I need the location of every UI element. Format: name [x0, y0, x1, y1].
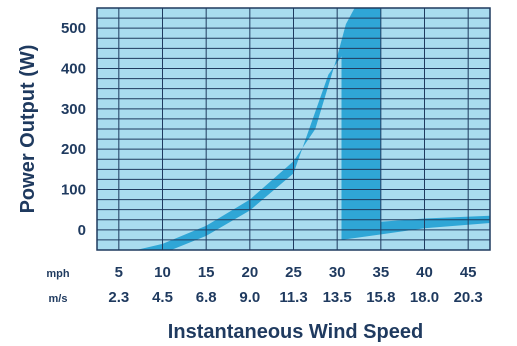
x-tick-label-ms: 18.0	[410, 289, 439, 306]
x-tick-label-ms: 20.3	[454, 289, 483, 306]
x-unit-mph: mph	[46, 268, 70, 280]
y-tick-label: 0	[78, 222, 86, 239]
y-tick-label: 400	[61, 61, 86, 78]
y-tick-labels: 0 100 200 300 400 500	[61, 20, 86, 239]
x-tick-label-ms: 2.3	[108, 289, 129, 306]
x-tick-label-ms: 6.8	[196, 289, 217, 306]
x-tick-label-ms: 9.0	[239, 289, 260, 306]
y-tick-label: 500	[61, 20, 86, 37]
x-tick-label-ms: 13.5	[323, 289, 352, 306]
x-tick-label-mph: 20	[241, 264, 258, 281]
x-axis-title: Instantaneous Wind Speed	[168, 321, 423, 343]
x-tick-label-ms: 15.8	[366, 289, 395, 306]
x-tick-label-mph: 10	[154, 264, 171, 281]
x-tick-label-mph: 25	[285, 264, 302, 281]
x-tick-label-mph: 15	[198, 264, 215, 281]
x-tick-label-mph: 35	[372, 264, 389, 281]
plot-border	[96, 7, 491, 251]
x-tick-labels: 5 10 15 20 25 30 35 40 45 2.3 4.5 6.8 9.0 11.3 13.5 15.…	[108, 264, 482, 306]
x-tick-label-ms: 11.3	[279, 289, 307, 306]
x-tick-label-mph: 30	[329, 264, 346, 281]
grid	[97, 7, 490, 251]
x-tick-label-ms: 4.5	[152, 289, 173, 306]
y-axis-title: Power Output (W)	[17, 45, 39, 214]
y-tick-label: 300	[61, 101, 86, 118]
y-tick-label: 100	[61, 182, 86, 199]
x-unit-ms: m/s	[49, 293, 68, 305]
y-tick-label: 200	[61, 141, 86, 158]
x-tick-label-mph: 45	[460, 264, 477, 281]
x-tick-label-mph: 5	[115, 264, 123, 281]
x-tick-label-mph: 40	[416, 264, 433, 281]
